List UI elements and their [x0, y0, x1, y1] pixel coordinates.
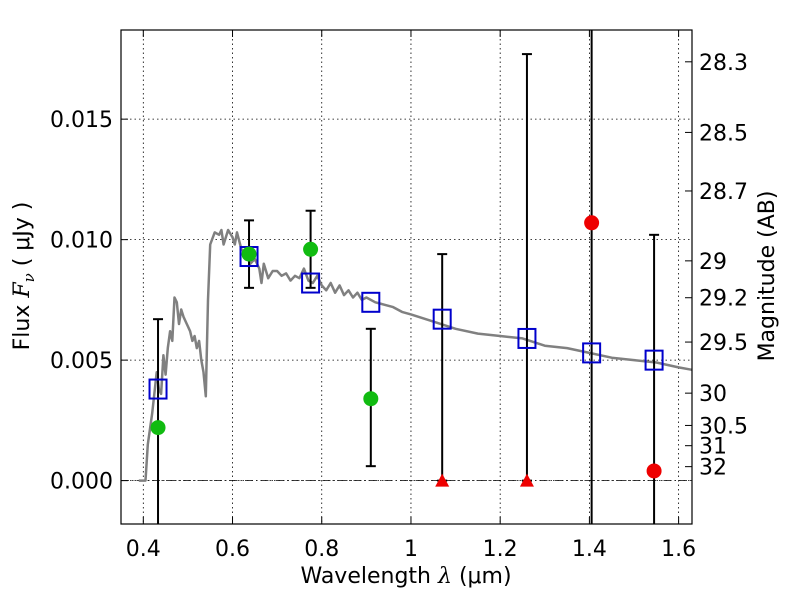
model-flux-boxes — [148, 246, 664, 400]
plot-frame — [120, 29, 693, 525]
detection-point — [241, 246, 257, 262]
magnitude-tick-label: 32 — [699, 456, 727, 481]
x-tick-label: 0.6 — [215, 537, 250, 562]
magnitude-tick-label: 28.3 — [699, 51, 748, 76]
magnitude-axis-label: Magnitude (AB) — [755, 191, 780, 362]
nondetection-point — [646, 463, 662, 479]
model-flux-box — [361, 291, 381, 313]
magnitude-tick-label: 31 — [699, 435, 727, 460]
model-flux-box — [432, 308, 452, 330]
error-bars — [153, 30, 660, 524]
model-flux-box — [148, 378, 168, 400]
magnitude-tick-label: 28.7 — [699, 180, 748, 205]
magnitude-tick-label: 30 — [699, 382, 727, 407]
x-tick-label: 1 — [404, 537, 418, 562]
upper-limit-triangle — [519, 473, 534, 487]
y-tick-label: 0.000 — [50, 470, 113, 495]
x-tick-label: 0.4 — [126, 537, 161, 562]
y-tick-label: 0.005 — [50, 349, 113, 374]
model-flux-box — [301, 272, 321, 294]
upper-limit-triangle — [435, 473, 450, 487]
x-axis-ticks: 0.4 0.6 0.8 1 1.2 1.4 1.6 — [126, 30, 696, 562]
y-tick-label: 0.010 — [50, 229, 113, 254]
model-flux-box — [644, 349, 664, 371]
nondetection-point — [584, 215, 600, 231]
sed-curve — [138, 228, 693, 482]
y-axis-ticks: 0.000 0.005 0.010 0.015 — [50, 108, 128, 495]
magnitude-tick-label: 29 — [699, 250, 727, 275]
y-axis-label: Flux Fν ( μJy ) — [10, 202, 38, 351]
grid-lines — [121, 30, 692, 524]
model-flux-box — [517, 327, 537, 349]
y-tick-label: 0.015 — [50, 108, 113, 133]
magnitude-tick-label: 29.5 — [699, 331, 748, 356]
magnitude-tick-label: 28.5 — [699, 121, 748, 146]
sed-line — [138, 228, 693, 482]
magnitude-tick-label: 30.5 — [699, 414, 748, 439]
x-tick-label: 1.4 — [572, 537, 607, 562]
x-tick-label: 0.8 — [304, 537, 339, 562]
x-axis-label: Wavelength λ (μm) — [300, 564, 511, 589]
photometry-points — [150, 215, 662, 487]
x-tick-label: 1.6 — [661, 537, 696, 562]
model-flux-box — [582, 342, 602, 364]
magnitude-tick-label: 29.2 — [699, 287, 748, 312]
detection-point — [363, 391, 379, 407]
detection-point — [303, 241, 319, 257]
detection-point — [150, 420, 166, 436]
x-tick-label: 1.2 — [483, 537, 518, 562]
